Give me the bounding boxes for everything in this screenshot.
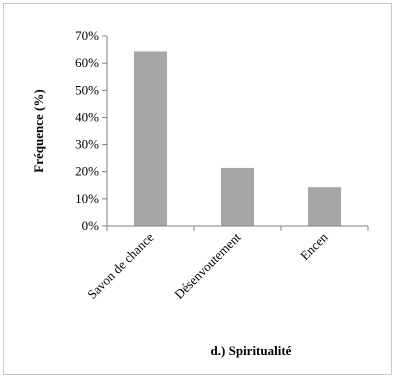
x-tick-label-2: Encen <box>297 229 331 263</box>
bar-1 <box>220 167 255 226</box>
y-tick-label-5: 50% <box>75 82 99 97</box>
y-tick-label-3: 30% <box>75 137 99 152</box>
axes <box>106 36 368 227</box>
x-tick-label-0: Savon de chance <box>84 229 157 302</box>
x-tick-label-1: Désenvoutement <box>171 229 244 302</box>
y-tick-label-1: 10% <box>75 191 99 206</box>
x-axis-ticks: Savon de chance Désenvoutement Encen <box>84 226 369 302</box>
y-axis-ticks: 0% 10% 20% 30% 40% 50% 60% 70% <box>75 28 107 233</box>
y-tick-label-0: 0% <box>82 218 100 233</box>
y-tick-label-4: 40% <box>75 109 99 124</box>
y-tick-label-2: 20% <box>75 164 99 179</box>
y-axis-title: Fréquence (%) <box>31 89 46 172</box>
bar-0 <box>133 51 168 226</box>
bars <box>133 51 342 226</box>
bar-2 <box>307 187 342 226</box>
y-tick-label-6: 60% <box>75 55 99 70</box>
y-tick-label-7: 70% <box>75 28 99 43</box>
x-axis-title: d.) Spiritualité <box>211 343 292 358</box>
